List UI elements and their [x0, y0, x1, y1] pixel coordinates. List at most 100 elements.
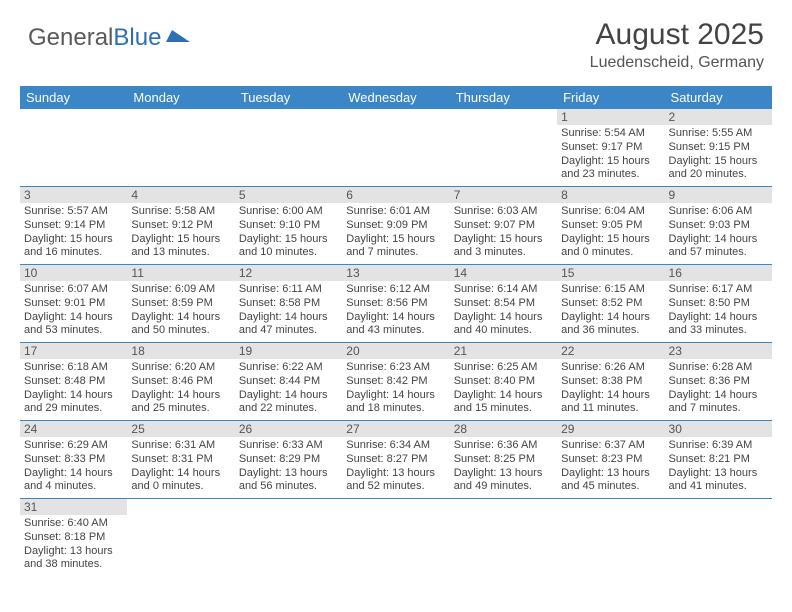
- calendar-cell: 2Sunrise: 5:55 AMSunset: 9:15 PMDaylight…: [665, 109, 772, 187]
- calendar-cell: 5Sunrise: 6:00 AMSunset: 9:10 PMDaylight…: [235, 187, 342, 265]
- daylight-text: Daylight: 14 hours and 18 minutes.: [346, 389, 445, 417]
- daylight-text: Daylight: 14 hours and 0 minutes.: [131, 467, 230, 495]
- calendar-cell: 31Sunrise: 6:40 AMSunset: 8:18 PMDayligh…: [20, 499, 127, 577]
- day-number: 1: [557, 109, 664, 125]
- sunset-text: Sunset: 9:05 PM: [561, 219, 660, 233]
- calendar-cell: 23Sunrise: 6:28 AMSunset: 8:36 PMDayligh…: [665, 343, 772, 421]
- daylight-text: Daylight: 14 hours and 36 minutes.: [561, 311, 660, 339]
- day-number: 26: [235, 421, 342, 437]
- day-detail: Sunrise: 6:39 AMSunset: 8:21 PMDaylight:…: [665, 437, 772, 498]
- sunrise-text: Sunrise: 6:04 AM: [561, 205, 660, 219]
- sunset-text: Sunset: 8:21 PM: [669, 453, 768, 467]
- day-detail: Sunrise: 6:01 AMSunset: 9:09 PMDaylight:…: [342, 203, 449, 264]
- day-detail: Sunrise: 5:58 AMSunset: 9:12 PMDaylight:…: [127, 203, 234, 264]
- day-number: 14: [450, 265, 557, 281]
- day-detail: Sunrise: 6:28 AMSunset: 8:36 PMDaylight:…: [665, 359, 772, 420]
- day-number: 6: [342, 187, 449, 203]
- day-detail: Sunrise: 6:07 AMSunset: 9:01 PMDaylight:…: [20, 281, 127, 342]
- day-number: 15: [557, 265, 664, 281]
- daylight-text: Daylight: 15 hours and 16 minutes.: [24, 233, 123, 261]
- day-detail: Sunrise: 6:15 AMSunset: 8:52 PMDaylight:…: [557, 281, 664, 342]
- sunset-text: Sunset: 9:07 PM: [454, 219, 553, 233]
- daylight-text: Daylight: 15 hours and 7 minutes.: [346, 233, 445, 261]
- sunrise-text: Sunrise: 6:00 AM: [239, 205, 338, 219]
- sunset-text: Sunset: 8:52 PM: [561, 297, 660, 311]
- calendar-cell: [450, 109, 557, 187]
- sunset-text: Sunset: 9:03 PM: [669, 219, 768, 233]
- day-detail: Sunrise: 6:22 AMSunset: 8:44 PMDaylight:…: [235, 359, 342, 420]
- sunset-text: Sunset: 8:29 PM: [239, 453, 338, 467]
- sunset-text: Sunset: 9:01 PM: [24, 297, 123, 311]
- sunrise-text: Sunrise: 6:17 AM: [669, 283, 768, 297]
- day-number: 3: [20, 187, 127, 203]
- daylight-text: Daylight: 15 hours and 13 minutes.: [131, 233, 230, 261]
- sunset-text: Sunset: 9:17 PM: [561, 141, 660, 155]
- calendar-week: 10Sunrise: 6:07 AMSunset: 9:01 PMDayligh…: [20, 265, 772, 343]
- daylight-text: Daylight: 14 hours and 50 minutes.: [131, 311, 230, 339]
- daylight-text: Daylight: 13 hours and 38 minutes.: [24, 545, 123, 573]
- title-block: August 2025 Luedenscheid, Germany: [590, 18, 764, 72]
- day-number: 16: [665, 265, 772, 281]
- calendar-cell: [235, 109, 342, 187]
- daylight-text: Daylight: 14 hours and 25 minutes.: [131, 389, 230, 417]
- calendar-cell: 30Sunrise: 6:39 AMSunset: 8:21 PMDayligh…: [665, 421, 772, 499]
- sunrise-text: Sunrise: 6:09 AM: [131, 283, 230, 297]
- day-detail: Sunrise: 6:14 AMSunset: 8:54 PMDaylight:…: [450, 281, 557, 342]
- weekday-header: Thursday: [450, 86, 557, 109]
- day-number: 29: [557, 421, 664, 437]
- day-number: 20: [342, 343, 449, 359]
- day-number: 25: [127, 421, 234, 437]
- sunset-text: Sunset: 8:23 PM: [561, 453, 660, 467]
- day-detail: Sunrise: 6:40 AMSunset: 8:18 PMDaylight:…: [20, 515, 127, 576]
- calendar-cell: [342, 109, 449, 187]
- sunset-text: Sunset: 8:44 PM: [239, 375, 338, 389]
- day-number: 8: [557, 187, 664, 203]
- header: GeneralBlue August 2025 Luedenscheid, Ge…: [0, 0, 792, 80]
- sunset-text: Sunset: 8:40 PM: [454, 375, 553, 389]
- calendar-cell: 17Sunrise: 6:18 AMSunset: 8:48 PMDayligh…: [20, 343, 127, 421]
- sunset-text: Sunset: 9:15 PM: [669, 141, 768, 155]
- daylight-text: Daylight: 14 hours and 53 minutes.: [24, 311, 123, 339]
- sunset-text: Sunset: 8:50 PM: [669, 297, 768, 311]
- daylight-text: Daylight: 13 hours and 41 minutes.: [669, 467, 768, 495]
- day-detail: Sunrise: 6:20 AMSunset: 8:46 PMDaylight:…: [127, 359, 234, 420]
- day-number: 13: [342, 265, 449, 281]
- sunrise-text: Sunrise: 6:28 AM: [669, 361, 768, 375]
- sunset-text: Sunset: 9:10 PM: [239, 219, 338, 233]
- sunrise-text: Sunrise: 6:31 AM: [131, 439, 230, 453]
- daylight-text: Daylight: 15 hours and 20 minutes.: [669, 155, 768, 183]
- day-detail: Sunrise: 6:36 AMSunset: 8:25 PMDaylight:…: [450, 437, 557, 498]
- daylight-text: Daylight: 14 hours and 29 minutes.: [24, 389, 123, 417]
- day-number: 18: [127, 343, 234, 359]
- day-detail: Sunrise: 5:55 AMSunset: 9:15 PMDaylight:…: [665, 125, 772, 186]
- day-number: 22: [557, 343, 664, 359]
- calendar-head: SundayMondayTuesdayWednesdayThursdayFrid…: [20, 86, 772, 109]
- day-detail: Sunrise: 6:06 AMSunset: 9:03 PMDaylight:…: [665, 203, 772, 264]
- daylight-text: Daylight: 15 hours and 0 minutes.: [561, 233, 660, 261]
- calendar-week: 31Sunrise: 6:40 AMSunset: 8:18 PMDayligh…: [20, 499, 772, 577]
- calendar-cell: [20, 109, 127, 187]
- daylight-text: Daylight: 14 hours and 11 minutes.: [561, 389, 660, 417]
- sunrise-text: Sunrise: 5:54 AM: [561, 127, 660, 141]
- daylight-text: Daylight: 14 hours and 47 minutes.: [239, 311, 338, 339]
- calendar-cell: 8 Sunrise: 6:04 AMSunset: 9:05 PMDaylight…: [557, 187, 664, 265]
- calendar-cell: [665, 499, 772, 577]
- sunrise-text: Sunrise: 6:20 AM: [131, 361, 230, 375]
- calendar-week: 3Sunrise: 5:57 AMSunset: 9:14 PMDaylight…: [20, 187, 772, 265]
- calendar-cell: [127, 499, 234, 577]
- day-number: 4: [127, 187, 234, 203]
- day-number: 28: [450, 421, 557, 437]
- day-number: 17: [20, 343, 127, 359]
- day-number: 10: [20, 265, 127, 281]
- calendar-cell: 19Sunrise: 6:22 AMSunset: 8:44 PMDayligh…: [235, 343, 342, 421]
- sunset-text: Sunset: 8:18 PM: [24, 531, 123, 545]
- weekday-header: Friday: [557, 86, 664, 109]
- logo-text-a: General: [28, 24, 113, 52]
- calendar-cell: 24Sunrise: 6:29 AMSunset: 8:33 PMDayligh…: [20, 421, 127, 499]
- sunrise-text: Sunrise: 6:23 AM: [346, 361, 445, 375]
- sunset-text: Sunset: 8:33 PM: [24, 453, 123, 467]
- sunrise-text: Sunrise: 6:25 AM: [454, 361, 553, 375]
- day-number: 9: [665, 187, 772, 203]
- calendar-cell: 1Sunrise: 5:54 AMSunset: 9:17 PMDaylight…: [557, 109, 664, 187]
- daylight-text: Daylight: 15 hours and 3 minutes.: [454, 233, 553, 261]
